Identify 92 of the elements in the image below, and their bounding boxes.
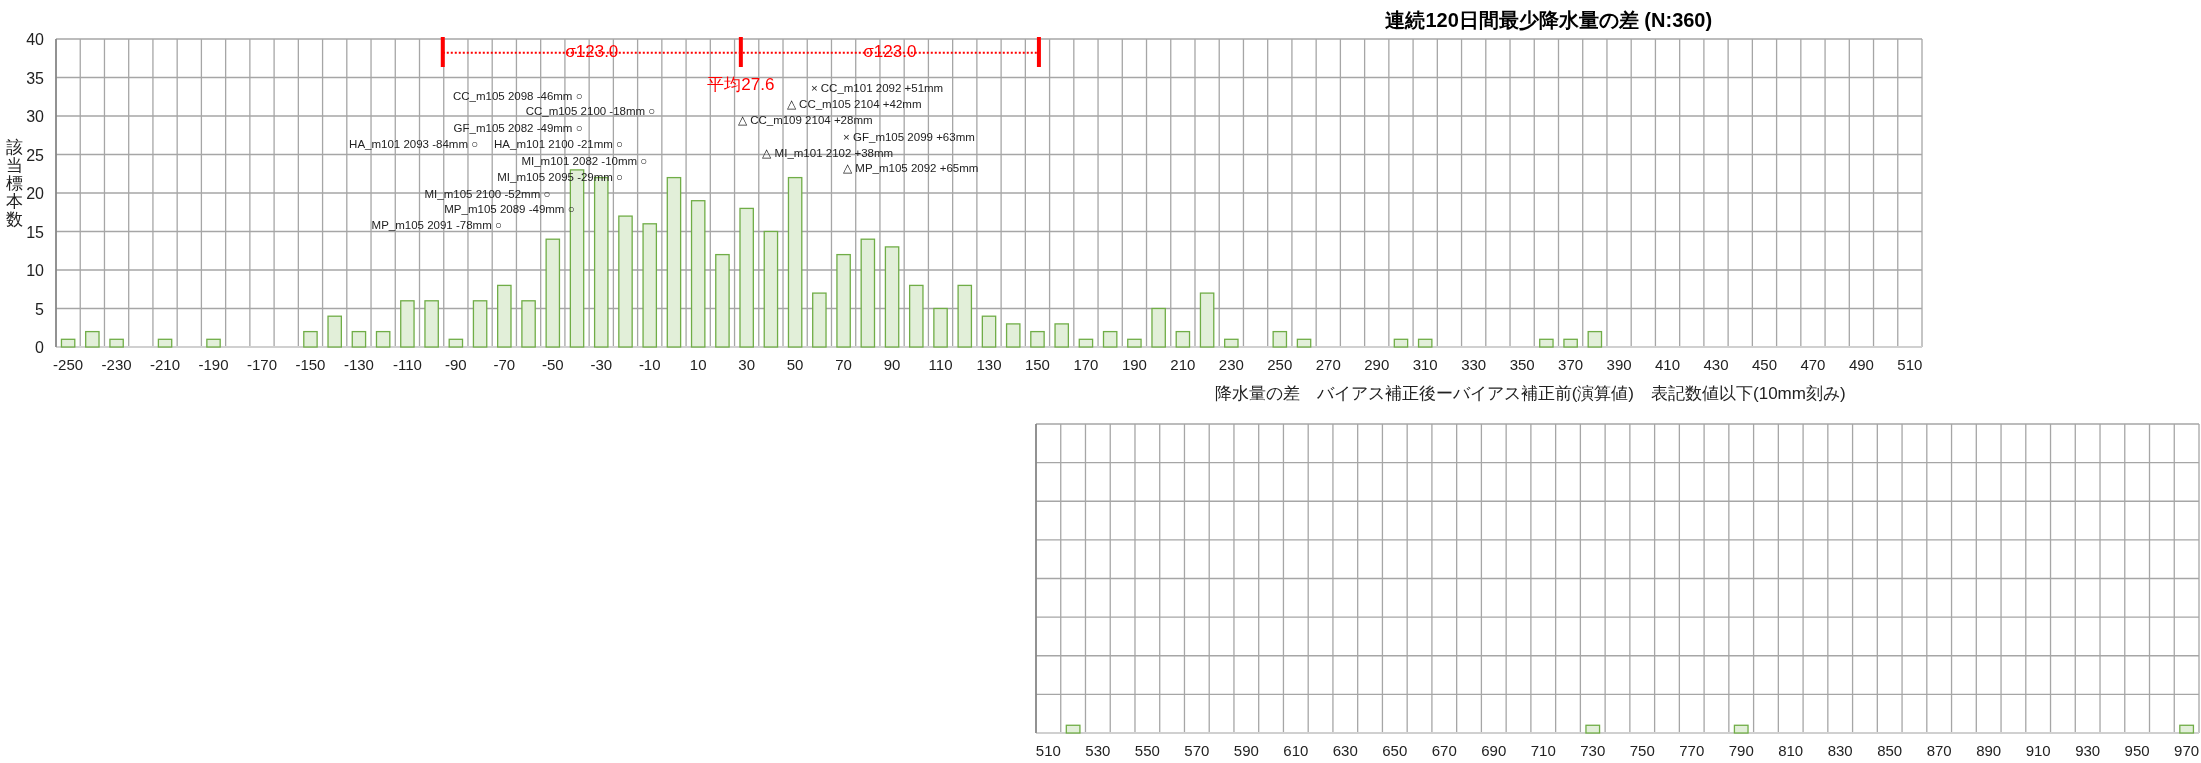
x-tick-label: -170 [246, 356, 277, 373]
x-tick-label: -70 [493, 356, 516, 373]
x-tick-label: -150 [295, 356, 326, 373]
x-tick-label: 910 [2025, 742, 2051, 759]
x-tick-label: 750 [1629, 742, 1655, 759]
x-tick-label: 650 [1382, 742, 1408, 759]
x-tick-label: 350 [1509, 356, 1535, 373]
annotation: HA_m101 2093 -84mm ○ [349, 138, 479, 151]
y-tick-label: 25 [26, 146, 45, 164]
ref-line-label: 平均27.6 [707, 75, 775, 94]
x-tick-label: 170 [1073, 356, 1099, 373]
x-tick-label: 290 [1364, 356, 1390, 373]
x-tick-label: 10 [689, 356, 707, 373]
x-tick-label: 850 [1877, 742, 1903, 759]
x-tick-label: 110 [928, 356, 953, 373]
x-tick-label: 870 [1926, 742, 1952, 759]
annotation: △ MI_m101 2102 +38mm [762, 146, 894, 159]
y-tick-label: 30 [26, 108, 45, 125]
annotation: × CC_m101 2092 +51mm [810, 81, 944, 94]
x-tick-label: 370 [1558, 356, 1584, 373]
x-tick-label: -90 [445, 356, 467, 373]
x-tick-label: 90 [883, 356, 901, 373]
x-tick-label: 390 [1606, 356, 1632, 373]
x-tick-label: 190 [1121, 356, 1147, 373]
x-tick-label: -210 [150, 356, 181, 373]
x-tick-label: 550 [1134, 742, 1160, 759]
y-tick-label: 40 [26, 31, 45, 48]
annotation: △ MP_m105 2092 +65mm [843, 162, 979, 175]
x-tick-label: 230 [1218, 356, 1244, 373]
x-tick-label: 510 [1897, 356, 1923, 373]
x-tick-label: -30 [590, 356, 613, 373]
y-tick-label: 20 [26, 185, 45, 202]
y-tick-label: 10 [26, 262, 45, 279]
x-tick-label: 270 [1315, 356, 1341, 373]
annotation: MI_m101 2082 -10mm ○ [521, 154, 648, 167]
annotation: △ CC_m109 2104 +28mm [737, 113, 873, 126]
ref-line-label: σ123.0 [863, 42, 917, 61]
x-tick-label: 710 [1530, 742, 1556, 759]
x-tick-label: 690 [1481, 742, 1507, 759]
x-tick-label: 670 [1431, 742, 1457, 759]
x-tick-label: 530 [1085, 742, 1111, 759]
annotation: CC_m105 2100 -18mm ○ [525, 105, 656, 118]
x-tick-label: 130 [976, 356, 1002, 373]
x-tick-label: 430 [1703, 356, 1729, 373]
x-tick-label: 150 [1024, 356, 1050, 373]
y-tick-label: 5 [35, 300, 45, 318]
x-tick-label: 630 [1332, 742, 1358, 759]
x-tick-label: -50 [541, 356, 564, 373]
x-tick-label: 250 [1267, 356, 1293, 373]
x-tick-label: 210 [1170, 356, 1196, 373]
x-tick-label: -110 [392, 356, 422, 373]
chart-title: 連続120日間最少降水量の差 (N:360) [1385, 9, 1713, 31]
x-tick-label: 590 [1233, 742, 1259, 759]
x-tick-label: 450 [1751, 356, 1777, 373]
x-tick-label: 930 [2075, 742, 2101, 759]
x-tick-label: 310 [1412, 356, 1438, 373]
x-axis-title: 降水量の差 バイアス補正後ーバイアス補正前(演算値) 表記数値以下(10mm刻み) [1214, 384, 1846, 403]
x-tick-label: -250 [53, 356, 84, 373]
x-tick-label: 890 [1976, 742, 2002, 759]
annotation: HA_m101 2100 -21mm ○ [494, 138, 624, 151]
ref-line-label: σ123.0 [565, 42, 619, 61]
x-tick-label: 770 [1679, 742, 1705, 759]
y-tick-label: 0 [35, 339, 45, 356]
y-tick-label: 15 [26, 223, 45, 241]
x-tick-label: -190 [198, 356, 229, 373]
x-tick-label: 830 [1827, 742, 1853, 759]
x-tick-label: -230 [101, 356, 132, 373]
x-tick-label: 470 [1800, 356, 1826, 373]
annotation: CC_m105 2098 -46mm ○ [452, 89, 583, 102]
x-tick-label: 810 [1778, 742, 1804, 759]
annotation: △ CC_m105 2104 +42mm [786, 97, 922, 110]
x-tick-label: 490 [1848, 356, 1874, 373]
annotation: × GF_m105 2099 +63mm [843, 130, 975, 143]
x-tick-label: -130 [343, 356, 374, 373]
x-tick-label: 50 [786, 356, 804, 373]
x-tick-label: -10 [638, 356, 661, 373]
x-tick-label: 730 [1580, 742, 1606, 759]
x-tick-label: 970 [2174, 742, 2200, 759]
x-tick-label: 70 [835, 356, 852, 373]
y-tick-label: 35 [26, 69, 45, 87]
annotation: GF_m105 2082 -49mm ○ [453, 121, 583, 134]
annotation: MI_m105 2100 -52mm ○ [424, 187, 551, 200]
x-tick-label: 330 [1461, 356, 1487, 373]
annotation: MP_m105 2091 -78mm ○ [371, 219, 502, 232]
x-tick-label: 950 [2124, 742, 2150, 759]
x-tick-label: 790 [1728, 742, 1754, 759]
y-axis-title: 該当標本数 [5, 138, 23, 229]
x-tick-label: 510 [1035, 742, 1061, 759]
x-tick-label: 570 [1184, 742, 1210, 759]
x-tick-label: 410 [1655, 356, 1681, 373]
x-tick-label: 610 [1283, 742, 1309, 759]
x-tick-label: 30 [738, 356, 756, 373]
